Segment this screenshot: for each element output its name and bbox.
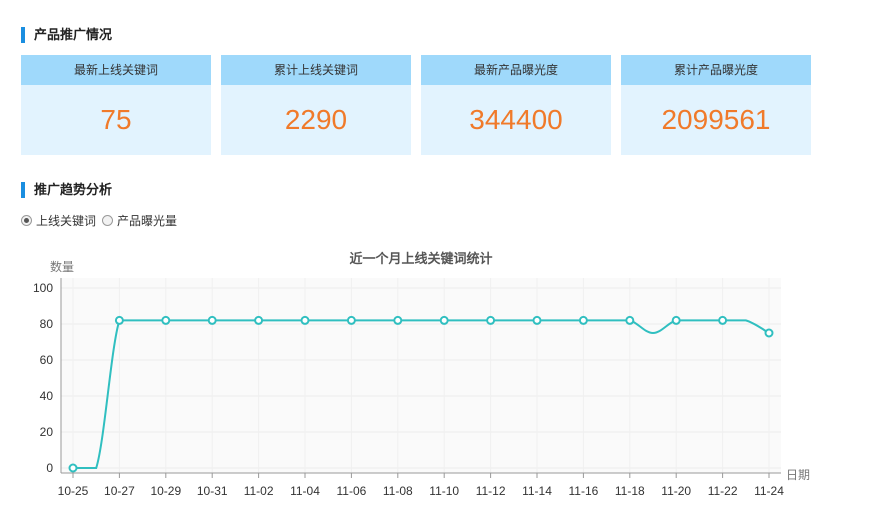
section-title-promo: 产品推广情况 <box>21 27 112 43</box>
stat-value: 75 <box>100 104 132 135</box>
stat-value: 2099561 <box>661 104 771 135</box>
y-tick-label: 0 <box>46 461 53 475</box>
stat-label: 最新上线关键词 <box>21 55 211 85</box>
stat-label: 累计产品曝光度 <box>621 55 811 85</box>
data-point <box>718 315 728 325</box>
y-tick-label: 100 <box>33 281 53 295</box>
stat-card-total-keywords: 累计上线关键词 2290 <box>221 55 411 155</box>
data-point <box>68 463 78 473</box>
y-axis-label: 数量 <box>50 259 74 274</box>
x-axis-label: 日期 <box>786 468 810 482</box>
y-tick-label: 60 <box>40 353 54 367</box>
x-tick-label: 11-08 <box>383 484 413 498</box>
metric-radio-group: 上线关键词 产品曝光量 <box>21 212 183 229</box>
x-tick-label: 11-04 <box>290 484 320 498</box>
x-tick-label: 11-14 <box>522 484 552 498</box>
stat-card-total-exposure: 累计产品曝光度 2099561 <box>621 55 811 155</box>
stat-card-latest-keywords: 最新上线关键词 75 <box>21 55 211 155</box>
x-tick-label: 11-02 <box>244 484 274 498</box>
x-tick-label: 11-20 <box>661 484 691 498</box>
y-tick-label: 40 <box>40 389 54 403</box>
plot-background <box>61 278 781 473</box>
data-point <box>532 315 542 325</box>
data-point <box>254 315 264 325</box>
stat-cards: 最新上线关键词 75 累计上线关键词 2290 最新产品曝光度 344400 累… <box>21 55 811 155</box>
data-point <box>161 315 171 325</box>
stat-value: 344400 <box>469 104 563 135</box>
data-point <box>486 315 496 325</box>
radio-label-product-exposure[interactable]: 产品曝光量 <box>117 214 178 228</box>
x-tick-label: 10-29 <box>150 484 181 498</box>
y-tick-label: 80 <box>40 317 54 331</box>
series-line <box>72 319 770 469</box>
data-point <box>671 315 681 325</box>
trend-line-chart: 0 20 40 60 80 100 10-25 10-27 10-29 10-31 11-02 11-… <box>33 251 810 498</box>
x-tick-label: 11-10 <box>429 484 459 498</box>
data-point <box>393 315 403 325</box>
x-tick-label: 10-25 <box>58 484 89 498</box>
data-point <box>625 315 635 325</box>
x-tick-label: 11-12 <box>476 484 506 498</box>
section-title-trend: 推广趋势分析 <box>21 182 112 198</box>
radio-product-exposure[interactable] <box>102 215 114 226</box>
radio-online-keywords[interactable] <box>21 215 32 226</box>
stat-value: 2290 <box>284 104 348 135</box>
x-tick-label: 11-18 <box>615 484 645 498</box>
stat-card-latest-exposure: 最新产品曝光度 344400 <box>421 55 611 155</box>
data-point <box>114 315 124 325</box>
x-tick-label: 10-31 <box>197 484 228 498</box>
x-tick-label: 11-16 <box>568 484 598 498</box>
x-tick-label: 11-22 <box>708 484 738 498</box>
data-point <box>439 315 449 325</box>
data-point <box>207 315 217 325</box>
data-point <box>346 315 356 325</box>
chart-title: 近一个月上线关键词统计 <box>349 251 492 266</box>
x-tick-label: 10-27 <box>104 484 135 498</box>
stat-label: 最新产品曝光度 <box>421 55 611 85</box>
x-tick-label: 11-06 <box>336 484 366 498</box>
x-tick-label: 11-24 <box>754 484 784 498</box>
stat-label: 累计上线关键词 <box>221 55 411 85</box>
data-point <box>300 315 310 325</box>
radio-label-online-keywords[interactable]: 上线关键词 <box>36 214 97 228</box>
data-point <box>764 328 774 338</box>
y-tick-label: 20 <box>40 425 54 439</box>
data-point <box>578 315 588 325</box>
